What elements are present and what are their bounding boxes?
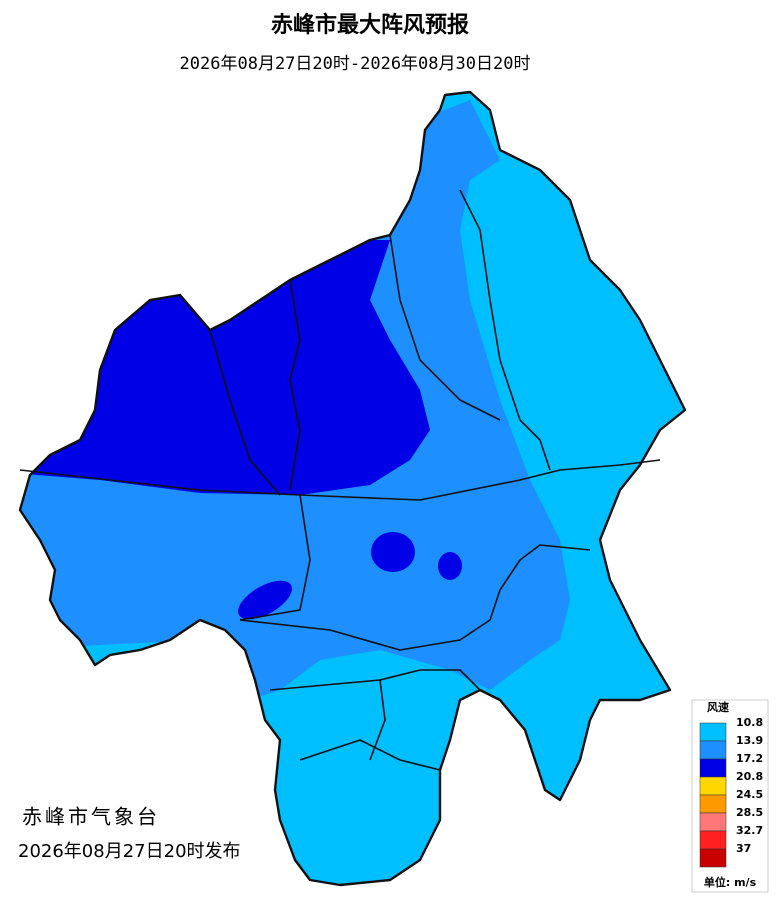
legend: 风速 单位: m/s 10.8 13.9 17.2 20.8 24.5 28.5 32.7 3… [691,699,769,893]
legend-label: 24.5 [736,788,763,801]
legend-swatch [699,848,727,868]
legend-swatch [699,812,727,832]
legend-swatch [699,722,727,742]
legend-swatch [699,830,727,850]
legend-label: 32.7 [736,824,763,837]
legend-swatch [699,794,727,814]
legend-label: 28.5 [736,806,763,819]
issuer: 赤峰市气象台 [22,805,160,829]
legend-unit: 单位: m/s [704,875,757,889]
subtitle: 2026年08月27日20时-2026年08月30日20时 [180,54,531,74]
legend-label: 37 [736,842,751,855]
legend-swatch [699,740,727,760]
legend-title: 风速 [707,700,729,714]
map-fill [20,92,685,885]
release-time: 2026年08月27日20时发布 [18,841,241,862]
title: 赤峰市最大阵风预报 [271,12,469,38]
legend-swatch [699,776,727,796]
district-borders [19,189,661,771]
legend-label: 10.8 [736,716,763,729]
legend-swatch [699,758,727,778]
legend-label: 13.9 [736,734,763,747]
legend-label: 17.2 [736,752,763,765]
legend-label: 20.8 [736,770,763,783]
